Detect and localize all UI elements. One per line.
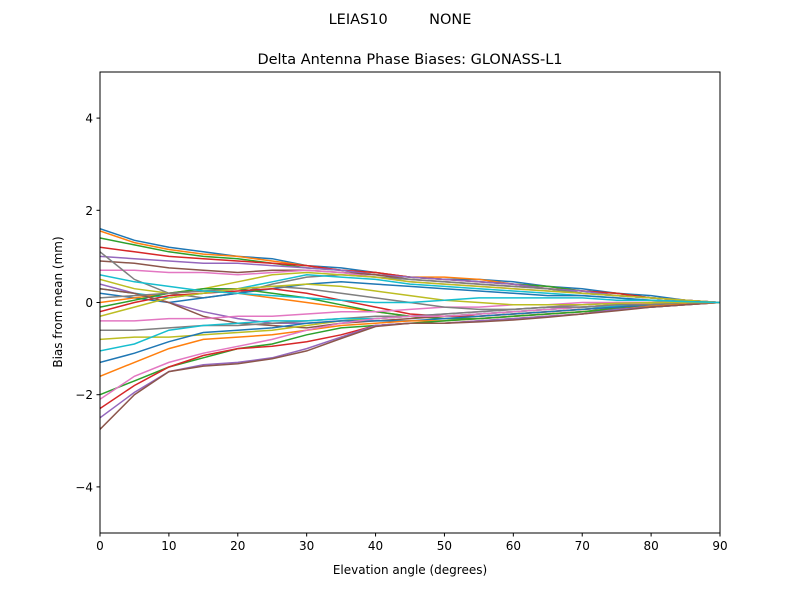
x-tick-label: 0: [96, 539, 104, 553]
x-tick-label: 90: [712, 539, 727, 553]
series-line: [100, 301, 720, 400]
y-tick-label: 2: [85, 204, 93, 218]
series-line: [100, 301, 720, 322]
x-tick-label: 10: [161, 539, 176, 553]
y-tick-label: 0: [85, 296, 93, 310]
x-tick-label: 30: [299, 539, 314, 553]
x-tick-label: 60: [506, 539, 521, 553]
x-axis: 0 10 20 30 40 50 60 70 80 90: [96, 533, 728, 553]
y-tick-label: −4: [75, 480, 93, 494]
chart-title: Delta Antenna Phase Biases: GLONASS-L1: [257, 52, 562, 68]
series-line: [100, 301, 720, 430]
x-tick-label: 70: [575, 539, 590, 553]
x-axis-label: Elevation angle (degrees): [333, 563, 487, 577]
series-line: [100, 283, 720, 318]
y-tick-label: −2: [75, 388, 93, 402]
series-line: [100, 274, 720, 304]
series-line: [100, 281, 720, 304]
y-axis: −4 −2 0 2 4: [75, 112, 100, 494]
y-axis-label: Bias from mean (mm): [51, 236, 65, 367]
suptitle: LEIAS10 NONE: [329, 12, 472, 28]
x-tick-label: 20: [230, 539, 245, 553]
x-tick-label: 80: [643, 539, 658, 553]
x-tick-label: 50: [437, 539, 452, 553]
series-lines: [100, 227, 720, 430]
x-tick-label: 40: [368, 539, 383, 553]
y-tick-label: 4: [85, 112, 93, 126]
